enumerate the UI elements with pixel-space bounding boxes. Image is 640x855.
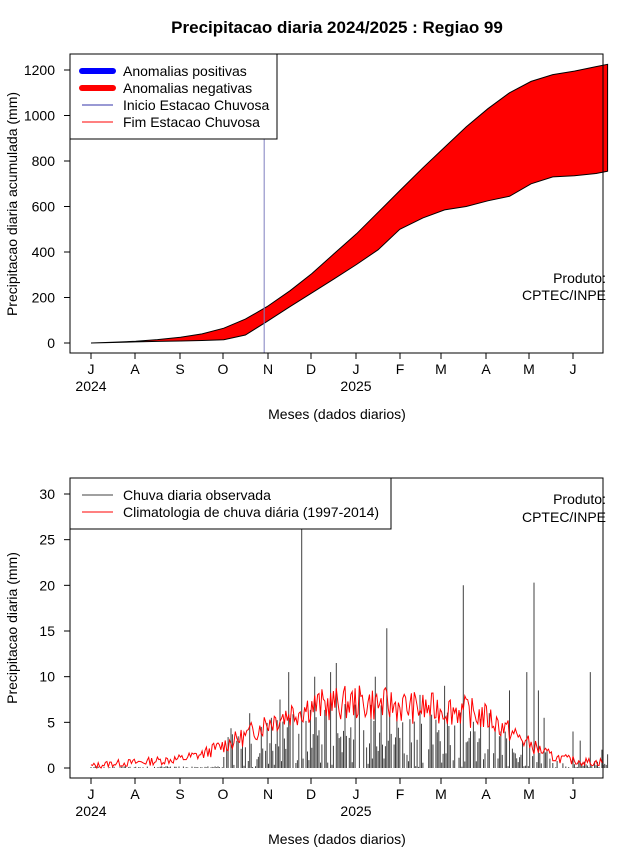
cumulative-x-tick-label: A bbox=[130, 361, 140, 377]
product-note-line2: CPTEC/INPE bbox=[522, 287, 606, 303]
daily-y-axis: 0 5 10 15 20 25 30 bbox=[39, 486, 71, 776]
cumulative-y-tick-label: 800 bbox=[32, 153, 56, 169]
cumulative-x-tick-label: O bbox=[218, 361, 229, 377]
daily-x-tick-label: A bbox=[130, 786, 140, 802]
cumulative-y-tick-label: 600 bbox=[32, 199, 56, 215]
daily-x-axis-label: Meses (dados diarios) bbox=[268, 831, 406, 847]
daily-x-tick-label: F bbox=[396, 786, 405, 802]
daily-x-tick-label: M bbox=[523, 786, 535, 802]
daily-x-tick-label: J bbox=[88, 786, 95, 802]
cumulative-year-label: 2024 bbox=[75, 378, 106, 394]
daily-x-tick-label: M bbox=[435, 786, 447, 802]
daily-y-tick-label: 0 bbox=[47, 760, 55, 776]
daily-legend: Chuva diaria observada Climatologia de c… bbox=[69, 477, 392, 530]
daily-year-label: 2024 bbox=[75, 803, 106, 819]
cumulative-x-tick-label: F bbox=[396, 361, 405, 377]
cumulative-y-tick-label: 1200 bbox=[24, 62, 55, 78]
daily-y-tick-label: 15 bbox=[39, 623, 55, 639]
daily-plot-area bbox=[90, 526, 609, 770]
daily-x-tick-label: J bbox=[353, 786, 360, 802]
cumulative-legend: Anomalias positivas Anomalias negativas … bbox=[69, 53, 278, 140]
chart-title: Precipitacao diaria 2024/2025 : Regiao 9… bbox=[171, 18, 503, 37]
negative-anomaly-area bbox=[90, 63, 609, 344]
cumulative-x-tick-label: A bbox=[481, 361, 491, 377]
cumulative-y-tick-label: 400 bbox=[32, 244, 56, 260]
cumulative-x-tick-label: D bbox=[306, 361, 316, 377]
legend-box-bottom bbox=[69, 477, 392, 530]
daily-x-tick-label: N bbox=[263, 786, 273, 802]
legend-label-start: Inicio Estacao Chuvosa bbox=[123, 97, 270, 113]
product-note-line1-bottom: Produto: bbox=[553, 491, 606, 507]
cumulative-x-tick-label: M bbox=[435, 361, 447, 377]
daily-y-tick-label: 20 bbox=[39, 577, 55, 593]
daily-x-tick-label: J bbox=[570, 786, 577, 802]
daily-x-tick-label: S bbox=[175, 786, 184, 802]
daily-x-tick-label: A bbox=[481, 786, 491, 802]
legend-label-climatology: Climatologia de chuva diária (1997-2014) bbox=[123, 504, 379, 520]
cumulative-x-tick-label: S bbox=[175, 361, 184, 377]
cumulative-x-tick-label: J bbox=[570, 361, 577, 377]
daily-x-tick-label: O bbox=[218, 786, 229, 802]
product-note-line1: Produto: bbox=[553, 270, 606, 286]
cumulative-y-tick-label: 0 bbox=[47, 335, 55, 351]
daily-year-label: 2025 bbox=[340, 803, 371, 819]
daily-y-tick-label: 25 bbox=[39, 532, 55, 548]
cumulative-year-label: 2025 bbox=[340, 378, 371, 394]
daily-y-axis-label: Precipitacao diaria (mm) bbox=[4, 552, 20, 704]
daily-x-tick-label: D bbox=[306, 786, 316, 802]
cumulative-x-tick-label: J bbox=[88, 361, 95, 377]
cumulative-x-tick-label: N bbox=[263, 361, 273, 377]
cumulative-y-tick-label: 1000 bbox=[24, 108, 55, 124]
legend-label-observed: Chuva diaria observada bbox=[123, 487, 271, 503]
cumulative-x-axis-label: Meses (dados diarios) bbox=[268, 406, 406, 422]
climatology-line bbox=[90, 685, 604, 770]
product-note-line2-bottom: CPTEC/INPE bbox=[522, 509, 606, 525]
legend-label-negative: Anomalias negativas bbox=[123, 80, 252, 96]
daily-y-tick-label: 5 bbox=[47, 714, 55, 730]
cumulative-y-tick-label: 200 bbox=[32, 290, 56, 306]
daily-y-tick-label: 10 bbox=[39, 669, 55, 685]
legend-label-positive: Anomalias positivas bbox=[123, 63, 247, 79]
cumulative-y-axis-label: Precipitacao diaria acumulada (mm) bbox=[4, 92, 20, 316]
daily-y-tick-label: 30 bbox=[39, 486, 55, 502]
cumulative-x-tick-label: J bbox=[353, 361, 360, 377]
cumulative-x-tick-label: M bbox=[523, 361, 535, 377]
cumulative-y-axis: 0 200 400 600 800 1000 1200 bbox=[24, 62, 71, 351]
legend-label-end: Fim Estacao Chuvosa bbox=[123, 114, 260, 130]
